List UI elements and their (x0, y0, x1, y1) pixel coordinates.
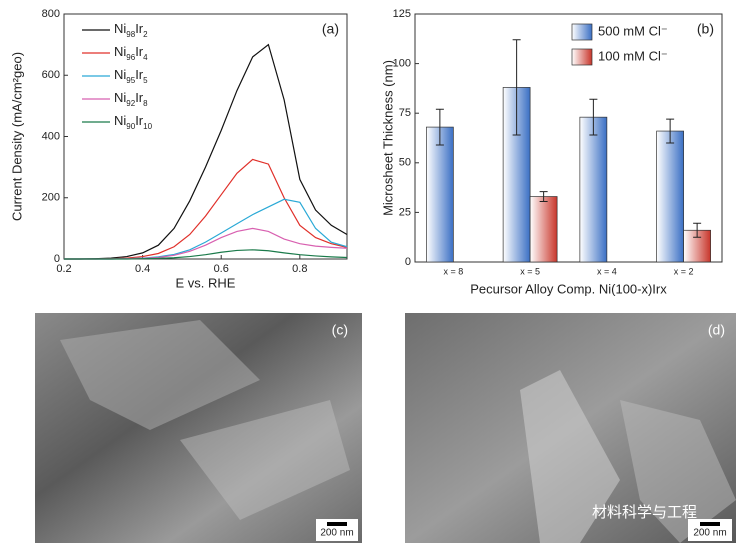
scale-box (688, 519, 732, 541)
panel-label: (b) (697, 21, 714, 37)
bar (426, 126, 454, 263)
y-axis-title: Current Density (mA/cm²geo) (9, 52, 24, 221)
sheet (60, 320, 260, 430)
error-bar (693, 222, 702, 238)
legend-label: Ni95Ir5 (114, 67, 148, 84)
panel-label: (a) (322, 21, 339, 37)
x-tick-label: 0.4 (135, 263, 150, 275)
plot-frame (414, 13, 723, 263)
y-tick-label: 0 (54, 253, 60, 265)
error-bar (589, 98, 598, 136)
scale-label: 200 nm (693, 528, 726, 539)
legend-label: Ni96Ir4 (114, 44, 148, 61)
sheet (180, 400, 350, 520)
y-tick-label: 100 (393, 58, 411, 70)
x-tick-label: 0.2 (56, 263, 71, 275)
y-tick-label: 600 (42, 69, 60, 81)
legend-swatch (571, 48, 593, 66)
sheet (520, 370, 620, 543)
x-tick-label: x = 5 (520, 266, 540, 276)
y-tick-label: 125 (393, 8, 411, 20)
error-bar (539, 191, 548, 202)
error-bar (512, 39, 521, 136)
legend-label: 100 mM Cl⁻ (598, 48, 668, 63)
x-tick-label: x = 8 (443, 266, 463, 276)
y-tick-label: 50 (399, 157, 411, 169)
y-tick-label: 800 (42, 8, 60, 20)
y-axis-title: Microsheet Thickness (nm) (380, 60, 395, 216)
line-series (64, 249, 348, 260)
x-axis-title: E vs. RHE (176, 275, 236, 290)
bar (656, 130, 684, 263)
x-axis-title: Pecursor Alloy Comp. Ni(100-x)Irx (470, 281, 667, 296)
panel-label: (c) (332, 322, 348, 338)
x-tick-label: 0.8 (292, 263, 307, 275)
bar (529, 196, 558, 263)
scale-bar (700, 522, 720, 526)
error-bar (435, 108, 444, 146)
y-tick-label: 25 (399, 206, 411, 218)
legend-label: Ni92Ir8 (114, 90, 148, 107)
y-tick-label: 75 (399, 107, 411, 119)
sheet (620, 400, 736, 543)
panel-label: (d) (708, 322, 725, 338)
scale-box (316, 519, 358, 541)
watermark: 材料科学与工程 (592, 504, 697, 521)
bar (579, 116, 608, 263)
y-tick-label: 400 (42, 130, 60, 142)
legend-label: Ni98Ir2 (114, 21, 148, 38)
x-tick-label: 0.6 (214, 263, 229, 275)
error-bar (666, 118, 675, 144)
legend-label: Ni90Ir10 (114, 113, 153, 130)
line-series (64, 43, 348, 260)
plot-frame (63, 13, 348, 260)
scale-label: 200 nm (320, 528, 353, 539)
scale-bar (327, 522, 347, 526)
x-tick-label: x = 2 (674, 266, 694, 276)
legend-swatch (571, 23, 593, 41)
y-tick-label: 200 (42, 192, 60, 204)
x-tick-label: x = 4 (597, 266, 617, 276)
y-tick-label: 0 (405, 256, 411, 268)
legend-label: 500 mM Cl⁻ (598, 23, 668, 38)
